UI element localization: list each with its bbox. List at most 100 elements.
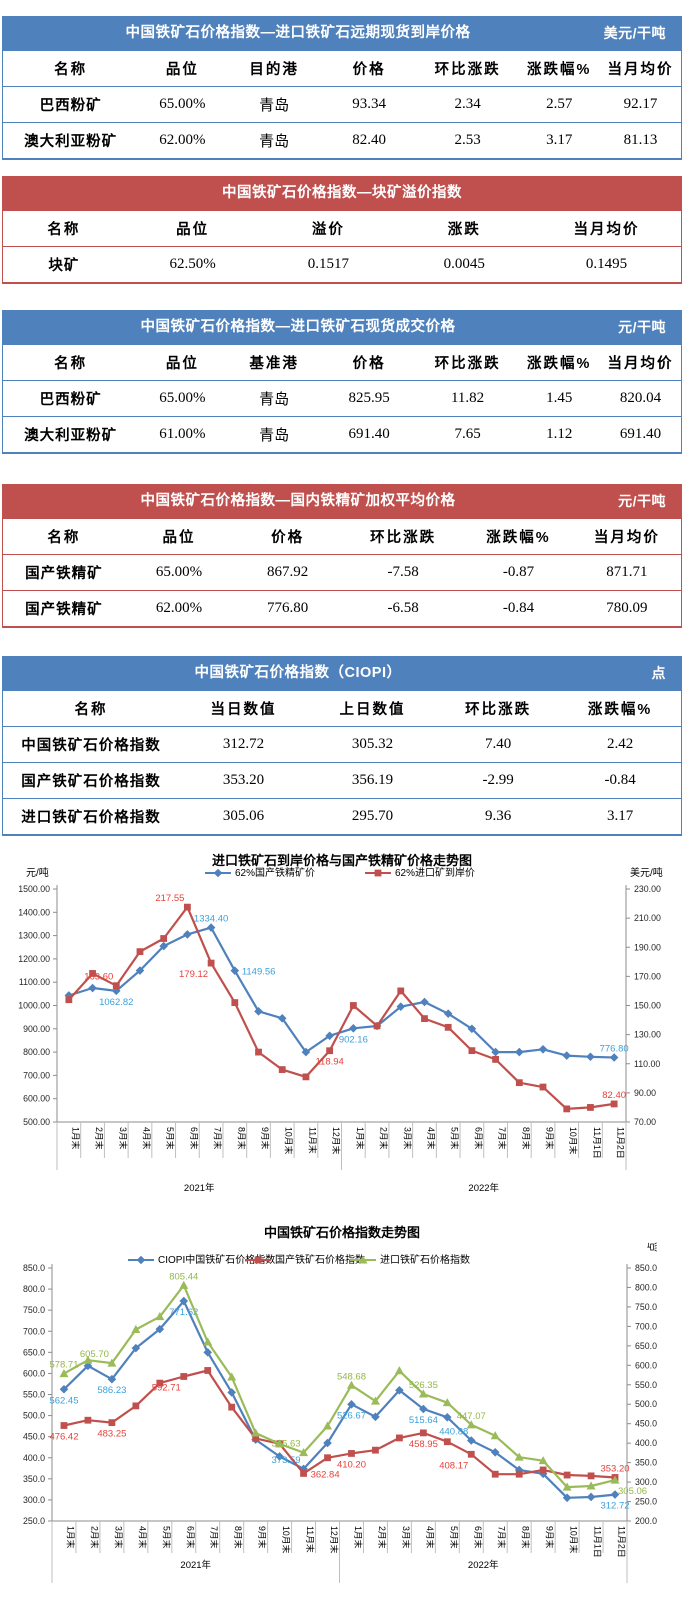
right-axis-tick-label: 450.0 xyxy=(635,1419,657,1429)
data-point-label: 562.45 xyxy=(49,1395,78,1406)
row-name-cell: 国产铁精矿 xyxy=(2,590,125,627)
diamond-marker xyxy=(419,1404,428,1414)
right-axis-tick-label: 350.0 xyxy=(635,1458,657,1468)
triangle-marker xyxy=(418,1389,428,1398)
triangle-marker xyxy=(107,1358,117,1367)
data-point-label: 163.60 xyxy=(84,972,113,983)
diamond-marker xyxy=(443,1009,453,1018)
year-group-label: 2022年 xyxy=(468,1182,499,1194)
square-marker xyxy=(372,1446,379,1454)
table-title-bar: 中国铁矿石价格指数—块矿溢价指数 xyxy=(2,176,682,210)
x-axis-category-label: 1月末 xyxy=(65,1526,76,1549)
price-table-1: 中国铁矿石价格指数—进口铁矿石远期现货到岸价格 美元/干吨 名称 品位 目的港 价格 环比涨… xyxy=(2,16,682,160)
table-title: 中国铁矿石价格指数—进口铁矿石现货成交价格 xyxy=(140,319,456,335)
square-marker xyxy=(444,1023,452,1031)
left-axis-tick-label: 500.00 xyxy=(23,1117,50,1127)
table-row: 块矿 62.50% 0.1517 0.0045 0.1495 xyxy=(2,246,682,283)
left-axis-tick-label: 850.0 xyxy=(23,1263,45,1273)
left-axis-tick-label: 650.0 xyxy=(23,1347,45,1357)
diamond-marker xyxy=(538,1045,548,1054)
column-header: 环比涨跌 xyxy=(437,690,560,727)
value-cell: 1.12 xyxy=(518,416,600,453)
chart-title: 进口铁矿石到岸价格与国产铁精矿价格走势图 xyxy=(212,853,472,868)
data-point-label: 592.71 xyxy=(152,1382,181,1393)
right-axis-tick-label: 300.0 xyxy=(635,1477,657,1487)
column-header: 价格 xyxy=(321,344,417,381)
legend-item: 进口铁矿石价格指数 xyxy=(350,1253,470,1266)
value-cell: 691.40 xyxy=(599,416,682,453)
row-name-cell: 中国铁矿石价格指数 xyxy=(2,726,180,763)
right-axis-tick-label: 400.0 xyxy=(635,1438,657,1448)
value-cell: 305.32 xyxy=(308,726,438,763)
x-axis-category-label: 4月末 xyxy=(141,1127,152,1150)
value-cell: 2.34 xyxy=(416,86,519,123)
square-marker xyxy=(207,959,215,967)
data-point-label: 362.84 xyxy=(311,1469,340,1480)
diamond-marker xyxy=(562,1051,572,1060)
value-cell: 62.00% xyxy=(138,122,227,159)
column-header: 环比涨跌 xyxy=(416,344,519,381)
data-point-label: 1334.40 xyxy=(194,914,228,925)
x-axis-category-label: 7月末 xyxy=(209,1526,220,1549)
triangle-marker xyxy=(358,1255,368,1264)
table-row: 巴西粉矿 65.00% 青岛 825.95 11.82 1.45 820.04 xyxy=(2,380,682,417)
square-marker xyxy=(255,1048,262,1056)
table-title-bar: 中国铁矿石价格指数—国内铁精矿加权平均价格 元/干吨 xyxy=(2,484,682,518)
left-axis-tick-label: 250.0 xyxy=(23,1516,45,1526)
value-cell: 92.17 xyxy=(599,86,682,123)
value-cell: 7.40 xyxy=(437,726,560,763)
value-cell: 9.36 xyxy=(437,798,560,835)
table-row: 澳大利亚粉矿 61.00% 青岛 691.40 7.65 1.12 691.40 xyxy=(2,416,682,453)
diamond-marker xyxy=(299,1464,308,1474)
legend-item: 国产铁矿石价格指数 xyxy=(245,1253,365,1266)
square-marker xyxy=(348,1450,355,1457)
left-axis-tick-label: 350.0 xyxy=(23,1474,45,1484)
x-axis-category-label: 1月末 xyxy=(353,1526,364,1549)
row-name-cell: 澳大利亚粉矿 xyxy=(2,122,139,159)
data-table: 名称 品位 溢价 涨跌 当月均价 块矿 62.50% 0.1517 0.0045 0.1495 xyxy=(2,210,682,284)
square-marker xyxy=(539,1466,547,1474)
x-axis-category-label: 11月末 xyxy=(305,1526,316,1553)
value-cell: 312.72 xyxy=(179,726,309,763)
series-line-blue xyxy=(63,1299,616,1499)
row-name-cell: 块矿 xyxy=(2,246,125,283)
data-table: 名称 品位 价格 环比涨跌 涨跌幅% 当月均价 国产铁精矿 65.00% 867.92 -7.58… xyxy=(2,518,682,628)
diamond-marker xyxy=(83,1361,93,1371)
data-point-label: 902.16 xyxy=(339,1034,368,1045)
chart-title: 中国铁矿石价格指数走势图 xyxy=(264,1225,420,1240)
series-line-red xyxy=(63,1369,616,1479)
square-marker xyxy=(324,1454,331,1462)
triangle-marker xyxy=(251,1428,261,1437)
diamond-marker xyxy=(609,1053,619,1062)
column-header: 溢价 xyxy=(260,210,397,247)
diamond-marker xyxy=(155,1324,165,1334)
column-header: 价格 xyxy=(233,518,342,555)
series-line-red xyxy=(68,905,615,1110)
right-axis-tick-label: 90.00 xyxy=(634,1088,656,1098)
data-point-label: 408.17 xyxy=(439,1460,468,1471)
right-axis-tick-label: 130.00 xyxy=(634,1030,661,1040)
x-axis-category-label: 10月末 xyxy=(569,1526,580,1554)
square-marker xyxy=(397,987,405,995)
triangle-marker xyxy=(562,1482,572,1491)
square-marker xyxy=(156,1379,164,1387)
legend-label: 国产铁矿石价格指数 xyxy=(275,1253,365,1266)
value-cell: 3.17 xyxy=(518,122,600,159)
value-cell: 0.0045 xyxy=(396,246,533,283)
legend-label: CIOPI中国铁矿石价格指数 xyxy=(158,1253,275,1266)
x-axis-category-label: 12月末 xyxy=(331,1127,342,1155)
x-axis-category-label: 4月末 xyxy=(137,1526,148,1549)
value-cell: 65.00% xyxy=(138,380,227,417)
data-point-label: 776.80 xyxy=(600,1044,629,1055)
data-point-label: 548.68 xyxy=(337,1371,366,1382)
triangle-marker xyxy=(227,1372,237,1381)
data-point-label: 118.94 xyxy=(315,1057,343,1068)
table-unit: 美元/干吨 xyxy=(603,25,666,41)
triangle-marker xyxy=(442,1398,452,1407)
data-point-label: 217.55 xyxy=(155,893,184,904)
table-header-row: 名称 品位 价格 环比涨跌 涨跌幅% 当月均价 xyxy=(2,518,682,555)
right-axis-tick-label: 650.0 xyxy=(635,1341,657,1351)
column-header: 品位 xyxy=(138,50,227,87)
diamond-marker xyxy=(213,868,223,878)
